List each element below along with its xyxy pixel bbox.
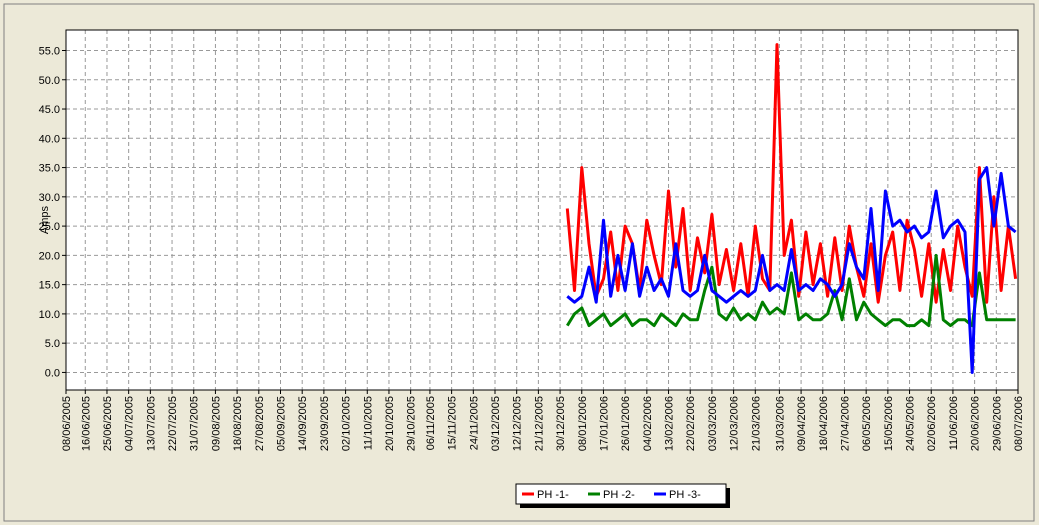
x-tick-label: 27/04/2006 xyxy=(839,396,851,451)
x-tick-label: 24/05/2006 xyxy=(905,396,917,451)
x-tick-label: 30/12/2005 xyxy=(555,396,567,451)
y-tick-label: 40.0 xyxy=(39,133,60,145)
x-tick-label: 09/08/2005 xyxy=(210,396,222,451)
x-tick-label: 12/12/2005 xyxy=(512,396,524,451)
x-tick-label: 09/04/2006 xyxy=(796,396,808,451)
legend-box xyxy=(515,483,727,505)
y-axis-label: Amps xyxy=(39,205,51,234)
x-tick-label: 18/08/2005 xyxy=(232,396,244,451)
x-tick-label: 06/05/2006 xyxy=(861,396,873,451)
x-tick-label: 22/02/2006 xyxy=(685,396,697,451)
x-tick-label: 05/09/2005 xyxy=(276,396,288,451)
x-tick-label: 21/12/2005 xyxy=(533,396,545,451)
plot-border xyxy=(65,29,1019,391)
x-tick-label: 14/09/2005 xyxy=(297,396,309,451)
y-tick-label: 35.0 xyxy=(39,163,60,175)
x-tick-label: 27/08/2005 xyxy=(254,396,266,451)
x-tick-label: 04/07/2005 xyxy=(124,396,136,451)
legend-label: PH -1- xyxy=(537,489,569,501)
y-tick-label: 0.0 xyxy=(45,367,60,379)
x-tick-label: 03/03/2006 xyxy=(707,396,719,451)
y-tick-label: 25.0 xyxy=(39,221,60,233)
x-tick-label: 24/11/2005 xyxy=(468,396,480,450)
x-tick-label: 26/01/2006 xyxy=(620,396,632,451)
x-tick-label: 13/07/2005 xyxy=(145,396,157,451)
y-tick-label: 30.0 xyxy=(39,192,60,204)
x-tick-label: 03/12/2005 xyxy=(490,396,502,451)
plot-area xyxy=(65,29,1019,391)
x-tick-label: 17/01/2006 xyxy=(598,396,610,451)
legend xyxy=(515,483,730,508)
x-tick-label: 15/05/2006 xyxy=(883,396,895,451)
y-tick-label: 10.0 xyxy=(39,309,60,321)
x-tick-label: 22/07/2005 xyxy=(167,396,179,451)
x-tick-label: 13/02/2006 xyxy=(664,396,676,451)
x-tick-label: 23/09/2005 xyxy=(319,396,331,451)
x-tick-label: 20/10/2005 xyxy=(384,396,396,451)
y-tick-label: 5.0 xyxy=(45,338,60,350)
x-tick-label: 16/06/2005 xyxy=(80,396,92,451)
x-tick-label: 21/03/2006 xyxy=(750,396,762,451)
x-tick-label: 11/10/2005 xyxy=(362,396,374,450)
legend-label: PH -2- xyxy=(603,489,635,501)
x-tick-label: 29/10/2005 xyxy=(406,396,418,451)
x-tick-label: 02/10/2005 xyxy=(341,396,353,451)
x-tick-label: 02/06/2006 xyxy=(926,396,938,451)
x-tick-label: 11/06/2006 xyxy=(948,396,960,450)
x-tick-label: 08/01/2006 xyxy=(577,396,589,451)
x-tick-label: 06/11/2005 xyxy=(425,396,437,450)
x-tick-label: 15/11/2005 xyxy=(447,396,459,450)
x-tick-label: 20/06/2006 xyxy=(970,396,982,451)
x-tick-label: 08/07/2006 xyxy=(1013,396,1025,451)
x-tick-label: 04/02/2006 xyxy=(642,396,654,451)
x-tick-label: 18/04/2006 xyxy=(818,396,830,451)
series-line xyxy=(566,166,1017,374)
y-tick-label: 55.0 xyxy=(39,45,60,57)
x-tick-label: 31/03/2006 xyxy=(774,396,786,451)
legend-label: PH -3- xyxy=(669,489,701,501)
series-line xyxy=(566,253,1016,328)
y-tick-label: 50.0 xyxy=(39,75,60,87)
x-tick-label: 12/03/2006 xyxy=(729,396,741,451)
y-tick-label: 20.0 xyxy=(39,250,60,262)
x-tick-label: 25/06/2005 xyxy=(102,396,114,451)
x-tick-label: 29/06/2006 xyxy=(991,396,1003,451)
y-tick-label: 45.0 xyxy=(39,104,60,116)
x-tick-label: 08/06/2005 xyxy=(61,396,73,451)
x-tick-label: 31/07/2005 xyxy=(189,396,201,451)
y-tick-label: 15.0 xyxy=(39,280,60,292)
series-line xyxy=(565,43,1018,304)
